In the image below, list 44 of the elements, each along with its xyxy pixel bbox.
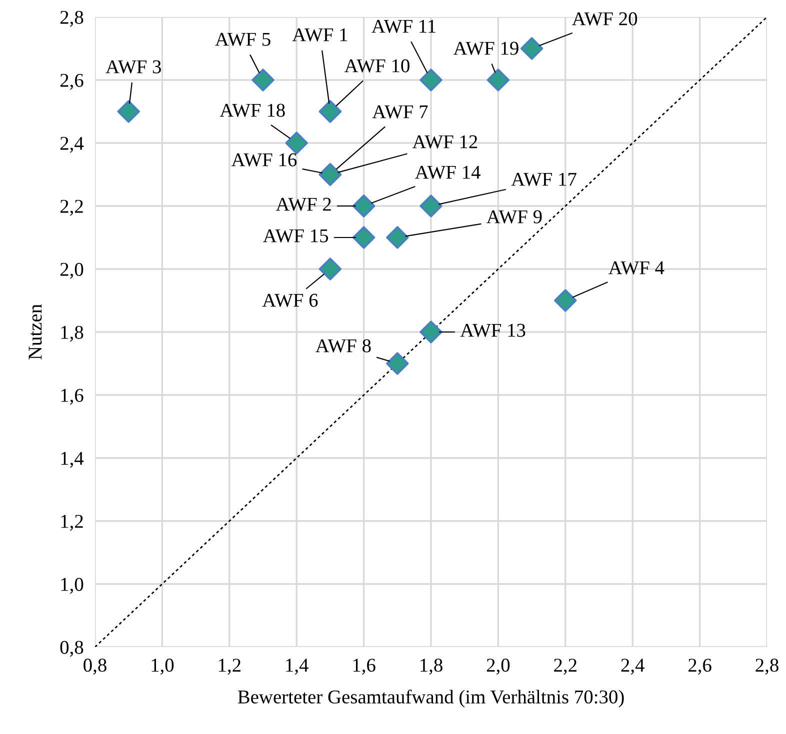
annotation: AWF 13 — [460, 324, 526, 337]
annotation: AWF 2 — [276, 198, 331, 211]
x-tick-label: 1,6 — [353, 658, 376, 675]
y-tick-label: 1,8 — [61, 326, 84, 342]
y-tick-label: 1,4 — [61, 452, 84, 468]
x-tick-label: 0,8 — [84, 658, 106, 675]
y-axis-title: Nutzen — [28, 304, 42, 360]
annotation: AWF 7 — [372, 105, 428, 118]
x-tick-label: 1,8 — [420, 658, 442, 675]
annotation: AWF 12 — [412, 135, 478, 148]
y-tick-label: 2,8 — [60, 10, 84, 27]
annotation: AWF 5 — [215, 32, 270, 46]
x-axis-title: Bewerteter Gesamtaufwand (im Verhältnis 70:30) — [238, 690, 624, 708]
annotation: AWF 19 — [453, 42, 518, 55]
annotation: AWF 17 — [511, 172, 576, 186]
annotation: AWF 18 — [220, 104, 285, 117]
y-tick-label: 0,8 — [60, 640, 84, 657]
annotation: AWF 6 — [262, 294, 318, 307]
x-tick-label: 2,2 — [554, 658, 576, 675]
x-tick-label: 2,8 — [756, 658, 778, 675]
annotation: AWF 16 — [231, 153, 297, 166]
y-tick-label: 2,4 — [60, 136, 84, 153]
annotation: AWF 14 — [415, 166, 480, 179]
annotation: AWF 15 — [263, 229, 328, 242]
x-tick-label: 2,0 — [486, 658, 510, 675]
y-tick-label: 1,0 — [61, 578, 84, 594]
annotation: AWF 11 — [372, 20, 436, 33]
x-tick-label: 2,6 — [688, 658, 712, 675]
x-tick-label: 1,2 — [218, 658, 240, 675]
y-tick-label: 1,2 — [61, 514, 83, 531]
y-tick-label: 2,6 — [60, 74, 84, 90]
annotation: AWF 20 — [572, 12, 638, 26]
x-tick-label: 1,4 — [286, 658, 308, 675]
annotation: AWF 10 — [344, 59, 410, 72]
x-tick-label: 1,0 — [152, 658, 174, 675]
annotation: AWF 3 — [106, 60, 161, 74]
annotation: AWF 4 — [608, 261, 664, 274]
x-tick-label: 2,4 — [621, 658, 644, 675]
annotation: AWF 1 — [292, 28, 348, 42]
y-tick-label: 2,0 — [60, 262, 84, 279]
annotation: AWF 8 — [315, 339, 371, 352]
annotation: AWF 9 — [486, 210, 542, 224]
y-tick-label: 1,6 — [61, 388, 84, 405]
y-tick-label: 2,2 — [60, 200, 83, 216]
